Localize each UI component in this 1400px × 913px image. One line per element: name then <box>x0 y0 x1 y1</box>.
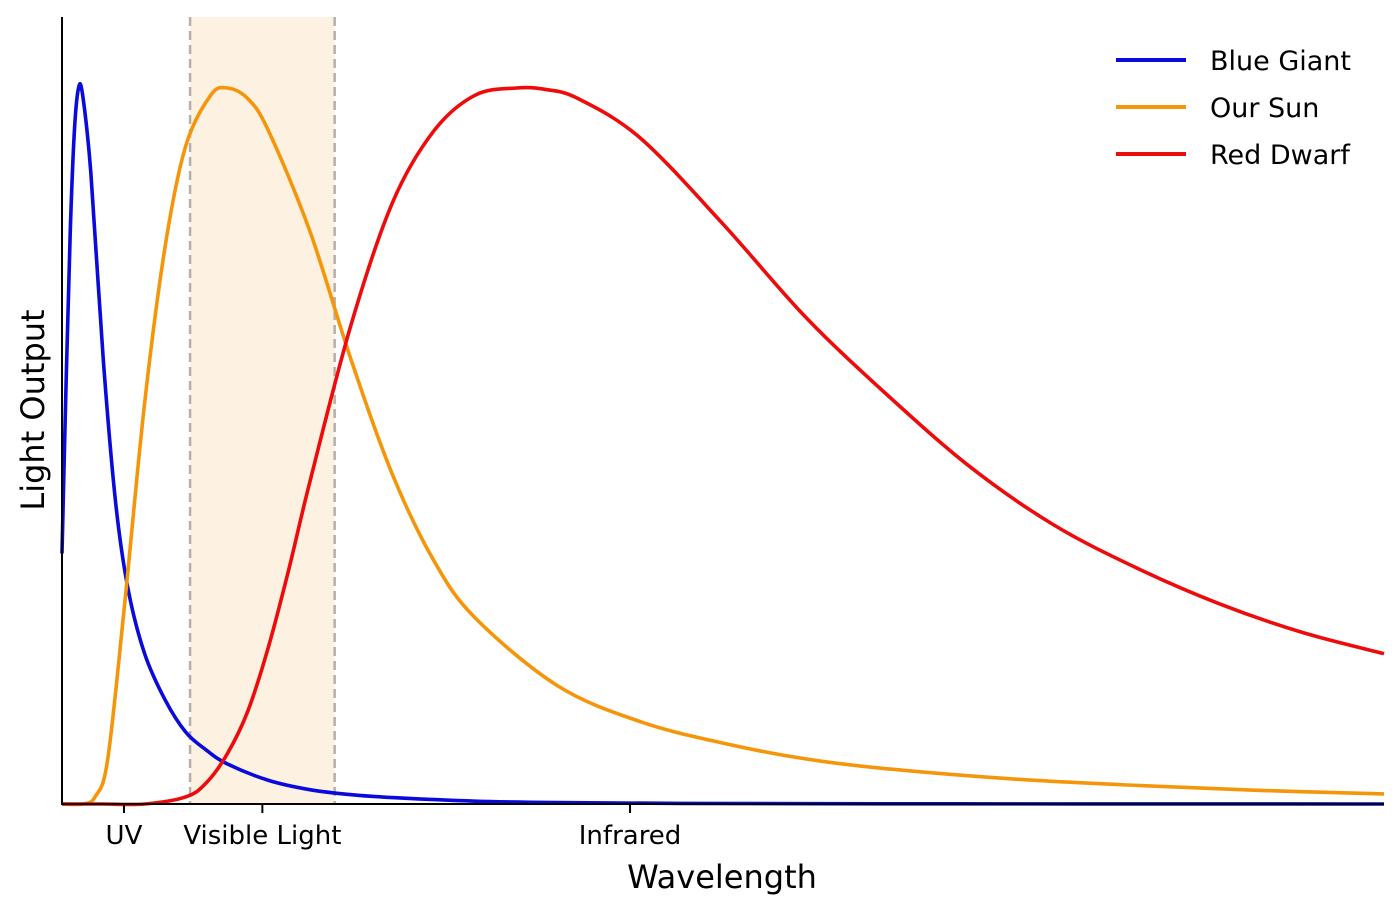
visible-band-fill <box>190 17 335 804</box>
x-tick-label-visible-light: Visible Light <box>183 821 341 851</box>
axes-layer <box>61 17 1384 805</box>
x-axis-label: Wavelength <box>627 858 817 896</box>
y-axis-label: Light Output <box>14 309 52 510</box>
series-line-red-dwarf <box>62 85 1385 807</box>
x-tick-label-uv: UV <box>106 821 143 851</box>
legend-label-our-sun: Our Sun <box>1210 93 1319 124</box>
legend: Blue Giant Our Sun Red Dwarf <box>1116 46 1351 171</box>
series-line-our-sun <box>61 85 1385 807</box>
ticks-layer: UV Visible Light Infrared <box>106 804 682 851</box>
visible-light-band-layer <box>188 17 336 804</box>
legend-label-red-dwarf: Red Dwarf <box>1210 140 1351 171</box>
legend-label-blue-giant: Blue Giant <box>1210 46 1351 77</box>
x-tick-label-infrared: Infrared <box>579 821 682 851</box>
